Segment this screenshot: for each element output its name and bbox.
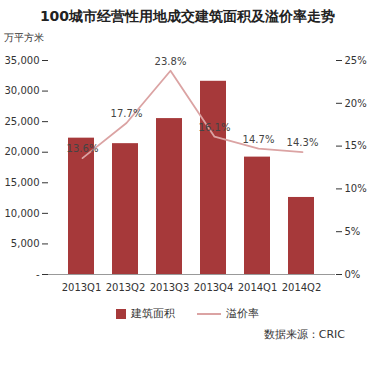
svg-text:14.7%: 14.7% [243, 134, 275, 145]
svg-text:-: - [36, 269, 40, 280]
svg-text:23.8%: 23.8% [155, 56, 187, 67]
html-text:建筑面积: 建筑面积 [131, 307, 175, 320]
svg-text:25,000: 25,000 [5, 116, 40, 127]
svg-text:5%: 5% [345, 226, 361, 237]
svg-text:2013Q1: 2013Q1 [62, 282, 102, 293]
svg-text:30,000: 30,000 [5, 85, 40, 96]
svg-text:20%: 20% [345, 98, 367, 109]
html-text:数据来源：CRIC: 数据来源：CRIC [263, 328, 345, 341]
svg-text:2014Q1: 2014Q1 [238, 282, 278, 293]
svg-text:17.7%: 17.7% [111, 108, 143, 119]
svg-text:2013Q3: 2013Q3 [150, 282, 190, 293]
svg-text:万平方米: 万平方米 [4, 32, 44, 43]
svg-text:2013Q2: 2013Q2 [106, 282, 146, 293]
html-text:100城市经营性用地成交建筑面积及溢价率走势: 100城市经营性用地成交建筑面积及溢价率走势 [39, 8, 336, 24]
svg-text:20,000: 20,000 [5, 146, 40, 157]
svg-text:25%: 25% [345, 55, 367, 66]
svg-text:5,000: 5,000 [11, 238, 40, 249]
svg-text:10,000: 10,000 [5, 208, 40, 219]
svg-text:15%: 15% [345, 140, 367, 151]
html-text:溢价率: 溢价率 [226, 307, 259, 320]
svg-text:10%: 10% [345, 183, 367, 194]
svg-text:16.1%: 16.1% [199, 122, 231, 133]
svg-text:13.6%: 13.6% [67, 143, 99, 154]
svg-text:15,000: 15,000 [5, 177, 40, 188]
svg-text:2013Q4: 2013Q4 [194, 282, 234, 293]
svg-text:35,000: 35,000 [5, 55, 40, 66]
svg-text:14.3%: 14.3% [287, 137, 319, 148]
svg-text:0%: 0% [345, 269, 361, 280]
svg-text:2014Q2: 2014Q2 [282, 282, 322, 293]
